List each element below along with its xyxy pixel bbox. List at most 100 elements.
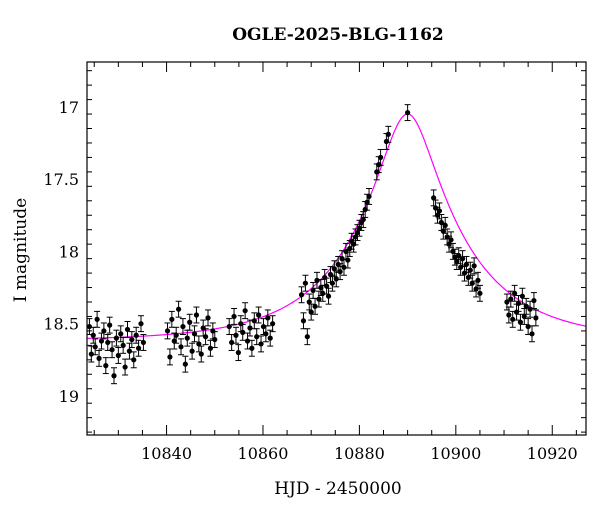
data-point: [113, 335, 120, 341]
data-point: [256, 312, 262, 318]
data-point: [92, 344, 98, 350]
data-point: [212, 336, 218, 343]
data-point: [176, 306, 182, 312]
data-point: [233, 332, 239, 338]
data-point: [339, 256, 345, 262]
data-point: [364, 199, 370, 205]
chart-title: OGLE-2025-BLG-1162: [232, 25, 444, 45]
data-point: [354, 229, 361, 236]
data-point: [173, 332, 179, 338]
data-point: [432, 205, 439, 211]
data-point: [322, 274, 328, 281]
data-point: [378, 154, 384, 161]
data-point: [471, 263, 477, 269]
data-point: [341, 264, 347, 270]
data-point: [193, 312, 200, 318]
data-point: [533, 315, 539, 321]
data-point: [444, 234, 450, 240]
plot-inner: [87, 104, 586, 385]
data-point: [254, 334, 260, 340]
data-point: [203, 334, 209, 340]
data-point: [442, 222, 448, 228]
data-point: [337, 269, 343, 275]
data-point: [333, 276, 339, 282]
data-point: [329, 280, 336, 286]
data-point: [454, 258, 460, 265]
data-point: [131, 357, 137, 363]
y-tick-label: 18.5: [43, 315, 79, 334]
data-point: [440, 228, 446, 234]
data-point: [111, 373, 117, 379]
data-point: [521, 313, 527, 320]
data-point: [461, 270, 468, 276]
data-point: [434, 212, 441, 218]
data-point: [345, 257, 351, 263]
data-point: [87, 323, 93, 330]
data-point: [325, 293, 332, 299]
data-point: [207, 345, 214, 351]
data-point: [240, 329, 246, 335]
data-point: [508, 296, 514, 302]
data-point: [343, 248, 349, 254]
data-point: [475, 277, 481, 283]
data-point: [450, 248, 456, 254]
data-point: [351, 241, 357, 247]
data-point: [506, 312, 512, 318]
plot-frame: [86, 61, 587, 436]
data-point: [238, 321, 244, 327]
data-point: [525, 323, 531, 330]
data-point: [298, 292, 305, 298]
data-point: [316, 296, 322, 302]
data-point: [138, 321, 144, 327]
data-point: [431, 195, 437, 201]
data-point: [320, 290, 326, 296]
data-point: [513, 309, 520, 315]
data-point: [242, 308, 248, 314]
data-point: [469, 280, 475, 286]
data-point: [463, 261, 470, 268]
axes: 10840 10860 10880 10900 10920 17 17.5 18 18.5 19: [43, 61, 587, 463]
data-point: [473, 286, 479, 292]
data-point: [267, 335, 273, 341]
data-point: [314, 277, 320, 283]
data-point: [515, 300, 522, 307]
data-point: [519, 293, 525, 299]
data-point: [178, 344, 184, 350]
data-point: [374, 169, 380, 175]
data-point: [94, 316, 100, 322]
data-point: [263, 331, 269, 337]
x-tick-label: 10900: [430, 444, 481, 463]
data-point: [459, 256, 466, 262]
data-point: [265, 315, 271, 321]
data-point: [465, 274, 471, 281]
data-point: [189, 348, 195, 354]
data-point: [164, 328, 171, 334]
data-point: [133, 332, 139, 338]
data-point: [383, 138, 389, 145]
data-point: [115, 352, 121, 359]
data-point: [366, 193, 372, 200]
data-point: [331, 266, 337, 272]
data-point: [109, 347, 115, 353]
data-point: [306, 299, 312, 305]
data-point: [456, 253, 462, 259]
data-point: [98, 338, 105, 344]
data-point: [118, 331, 124, 337]
x-tick-label: 10920: [527, 444, 578, 463]
data-point: [517, 319, 524, 325]
data-point: [512, 290, 518, 296]
data-point: [448, 237, 454, 243]
data-point: [129, 336, 135, 343]
data-point: [467, 267, 473, 273]
data-point: [120, 342, 126, 348]
data-point: [135, 345, 142, 351]
data-point: [376, 162, 382, 168]
data-point: [122, 364, 128, 370]
data-point: [446, 241, 452, 247]
data-point: [96, 355, 102, 361]
data-point: [167, 354, 173, 360]
plot-area: [87, 104, 586, 385]
data-point: [184, 335, 190, 341]
data-point: [531, 297, 537, 304]
